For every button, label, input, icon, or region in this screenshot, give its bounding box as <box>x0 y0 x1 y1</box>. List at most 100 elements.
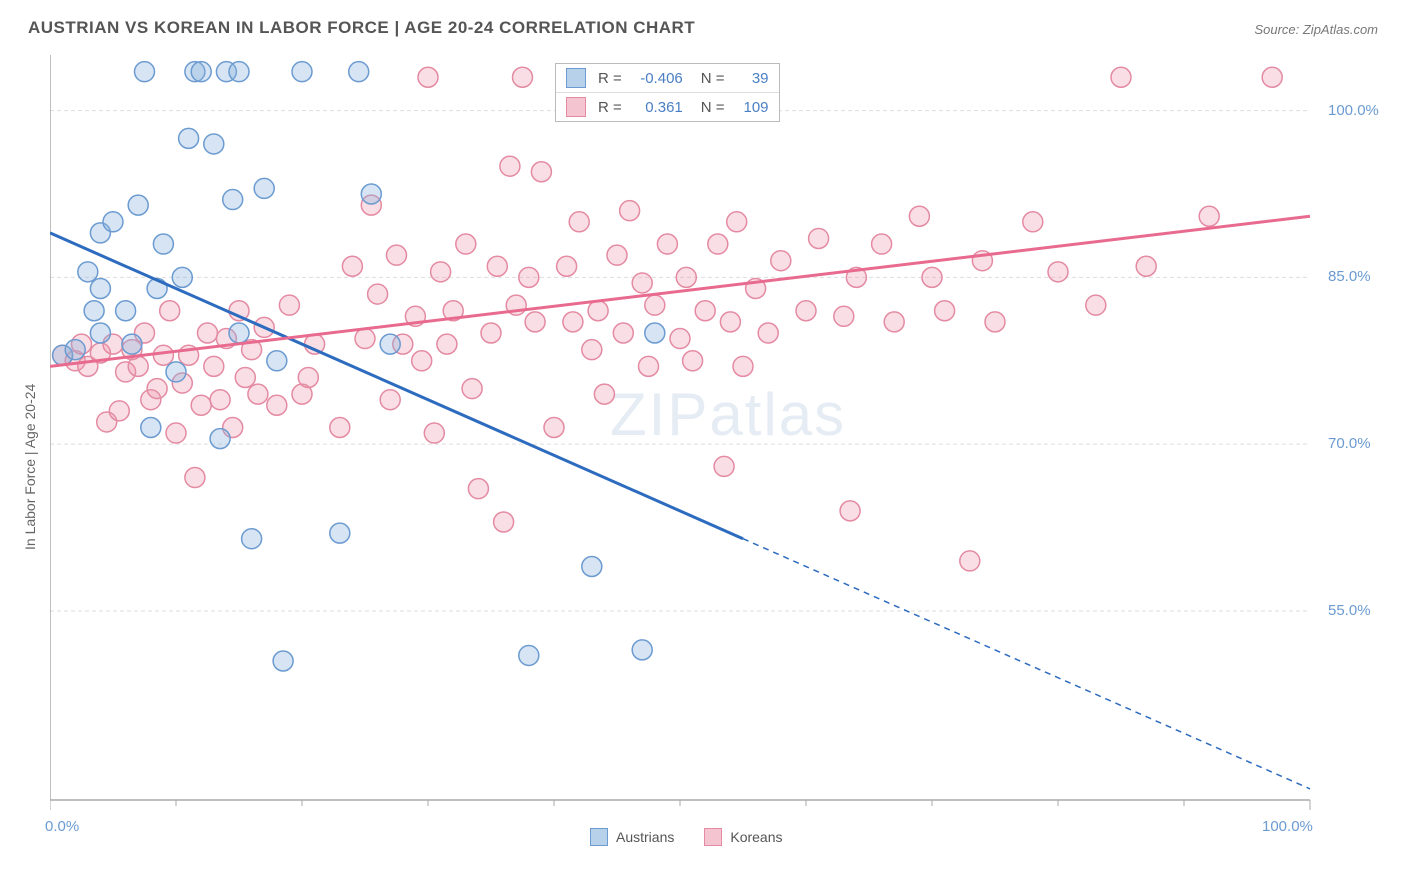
data-point-koreans <box>582 340 602 360</box>
data-point-koreans <box>645 295 665 315</box>
data-point-austrians <box>361 184 381 204</box>
data-point-koreans <box>733 356 753 376</box>
data-point-koreans <box>437 334 457 354</box>
data-point-koreans <box>513 67 533 87</box>
data-point-koreans <box>683 351 703 371</box>
y-tick-label: 100.0% <box>1328 102 1379 119</box>
stats-row-austrians: R =-0.406N =39 <box>556 64 779 92</box>
data-point-koreans <box>695 301 715 321</box>
data-point-koreans <box>494 512 514 532</box>
stat-r-label: R = <box>598 99 622 116</box>
data-point-koreans <box>456 234 476 254</box>
scatter-chart: ZIPatlas <box>50 55 1330 815</box>
data-point-koreans <box>525 312 545 332</box>
stat-n-value: 109 <box>731 99 769 116</box>
data-point-austrians <box>103 212 123 232</box>
data-point-austrians <box>65 340 85 360</box>
data-point-austrians <box>204 134 224 154</box>
data-point-austrians <box>229 62 249 82</box>
series-legend: Austrians Koreans <box>590 828 783 846</box>
x-tick-label: 100.0% <box>1262 818 1313 835</box>
data-point-koreans <box>657 234 677 254</box>
stat-r-value: -0.406 <box>628 70 683 87</box>
data-point-koreans <box>330 418 350 438</box>
stat-r-label: R = <box>598 70 622 87</box>
data-point-koreans <box>487 256 507 276</box>
data-point-austrians <box>229 323 249 343</box>
legend-label: Koreans <box>730 829 782 845</box>
data-point-koreans <box>922 267 942 287</box>
data-point-austrians <box>273 651 293 671</box>
data-point-austrians <box>122 334 142 354</box>
data-point-koreans <box>935 301 955 321</box>
data-point-koreans <box>840 501 860 521</box>
stats-row-koreans: R =0.361N =109 <box>556 92 779 121</box>
chart-container: ZIPatlas <box>50 55 1330 815</box>
data-point-austrians <box>210 429 230 449</box>
data-point-koreans <box>387 245 407 265</box>
data-point-austrians <box>330 523 350 543</box>
data-point-austrians <box>116 301 136 321</box>
data-point-austrians <box>78 262 98 282</box>
data-point-austrians <box>166 362 186 382</box>
data-point-koreans <box>418 67 438 87</box>
data-point-koreans <box>160 301 180 321</box>
data-point-koreans <box>235 367 255 387</box>
data-point-austrians <box>645 323 665 343</box>
data-point-koreans <box>569 212 589 232</box>
data-point-austrians <box>135 62 155 82</box>
data-point-koreans <box>809 228 829 248</box>
correlation-stats-box: R =-0.406N =39R =0.361N =109 <box>555 63 780 122</box>
legend-swatch-koreans <box>566 97 586 117</box>
data-point-koreans <box>557 256 577 276</box>
data-point-koreans <box>708 234 728 254</box>
data-point-austrians <box>380 334 400 354</box>
data-point-koreans <box>424 423 444 443</box>
data-point-koreans <box>248 384 268 404</box>
data-point-koreans <box>758 323 778 343</box>
data-point-austrians <box>90 279 110 299</box>
data-point-koreans <box>676 267 696 287</box>
data-point-koreans <box>872 234 892 254</box>
data-point-koreans <box>279 295 299 315</box>
legend-item-austrians: Austrians <box>590 828 674 846</box>
data-point-koreans <box>298 367 318 387</box>
data-point-austrians <box>179 128 199 148</box>
data-point-koreans <box>210 390 230 410</box>
data-point-koreans <box>531 162 551 182</box>
data-point-koreans <box>1023 212 1043 232</box>
data-point-koreans <box>468 479 488 499</box>
legend-swatch-icon <box>704 828 722 846</box>
legend-label: Austrians <box>616 829 674 845</box>
data-point-koreans <box>109 401 129 421</box>
data-point-koreans <box>500 156 520 176</box>
data-point-koreans <box>267 395 287 415</box>
data-point-koreans <box>191 395 211 415</box>
data-point-austrians <box>223 190 243 210</box>
data-point-koreans <box>1086 295 1106 315</box>
data-point-koreans <box>985 312 1005 332</box>
watermark: ZIPatlas <box>610 381 846 448</box>
data-point-austrians <box>153 234 173 254</box>
data-point-koreans <box>1262 67 1282 87</box>
data-point-austrians <box>632 640 652 660</box>
data-point-koreans <box>185 468 205 488</box>
legend-item-koreans: Koreans <box>704 828 782 846</box>
data-point-koreans <box>620 201 640 221</box>
data-point-koreans <box>462 379 482 399</box>
chart-title: AUSTRIAN VS KOREAN IN LABOR FORCE | AGE … <box>28 18 695 38</box>
legend-swatch-icon <box>590 828 608 846</box>
data-point-koreans <box>1048 262 1068 282</box>
data-point-austrians <box>267 351 287 371</box>
data-point-koreans <box>607 245 627 265</box>
data-point-koreans <box>342 256 362 276</box>
data-point-koreans <box>563 312 583 332</box>
y-tick-label: 85.0% <box>1328 268 1371 285</box>
x-tick-label: 0.0% <box>45 818 79 835</box>
stat-n-label: N = <box>701 70 725 87</box>
data-point-koreans <box>204 356 224 376</box>
data-point-koreans <box>153 345 173 365</box>
data-point-koreans <box>670 329 690 349</box>
source-attribution: Source: ZipAtlas.com <box>1254 22 1378 37</box>
data-point-koreans <box>147 379 167 399</box>
